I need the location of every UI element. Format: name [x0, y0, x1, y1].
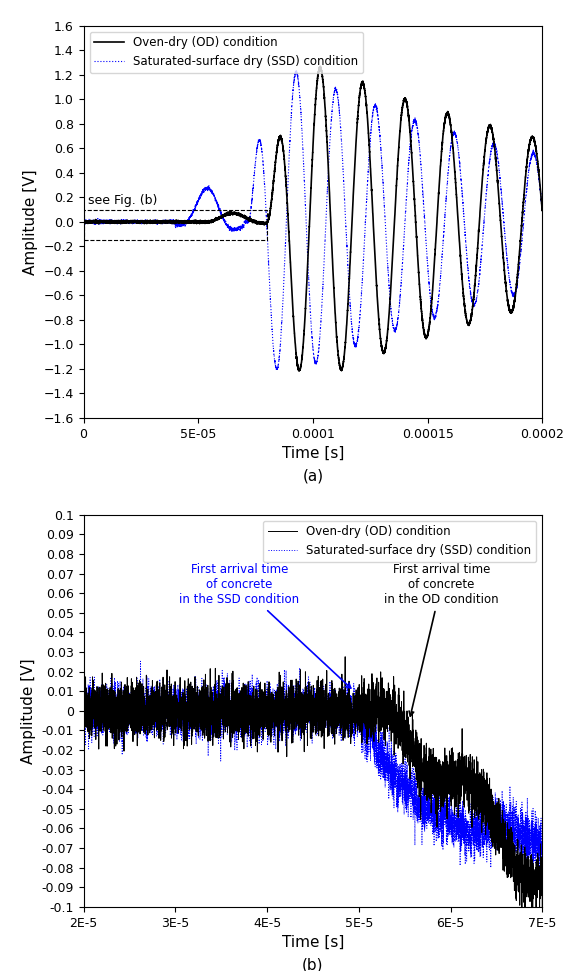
Saturated-surface dry (SSD) condition [103, 216, 110, 227]
Line: Saturated-surface dry (SSD) condition: Saturated-surface dry (SSD) condition [84, 661, 542, 878]
Saturated-surface dry (SSD) condition [445, 167, 452, 179]
Saturated-surface dry (SSD) condition [539, 846, 546, 857]
Oven-dry (OD) condition [80, 693, 87, 705]
Oven-dry (OD) condition [342, 651, 349, 662]
X-axis label: Time [s]: Time [s] [282, 447, 344, 461]
Line: Saturated-surface dry (SSD) condition: Saturated-surface dry (SSD) condition [84, 70, 542, 371]
Text: (a): (a) [302, 469, 324, 484]
Y-axis label: Amplitude [V]: Amplitude [V] [21, 658, 36, 763]
Oven-dry (OD) condition [316, 60, 324, 72]
Oven-dry (OD) condition [539, 902, 546, 914]
Oven-dry (OD) condition [103, 216, 110, 227]
Saturated-surface dry (SSD) condition [422, 803, 429, 815]
Saturated-surface dry (SSD) condition [378, 759, 386, 771]
Oven-dry (OD) condition [445, 109, 452, 120]
Oven-dry (OD) condition [163, 700, 170, 712]
Saturated-surface dry (SSD) condition [80, 671, 87, 683]
Line: Oven-dry (OD) condition: Oven-dry (OD) condition [84, 66, 542, 371]
Oven-dry (OD) condition [378, 712, 386, 723]
Text: see Fig. (b): see Fig. (b) [88, 194, 157, 207]
Saturated-surface dry (SSD) condition [246, 214, 253, 225]
Oven-dry (OD) condition [422, 769, 429, 781]
Saturated-surface dry (SSD) condition [256, 702, 263, 714]
Saturated-surface dry (SSD) condition [80, 217, 87, 228]
Text: (b): (b) [302, 957, 324, 971]
Oven-dry (OD) condition [255, 729, 262, 741]
Saturated-surface dry (SSD) condition [163, 688, 170, 700]
X-axis label: Time [s]: Time [s] [282, 935, 344, 951]
Oven-dry (OD) condition [355, 706, 362, 718]
Oven-dry (OD) condition [457, 770, 464, 782]
Oven-dry (OD) condition [295, 365, 302, 377]
Legend: Oven-dry (OD) condition, Saturated-surface dry (SSD) condition: Oven-dry (OD) condition, Saturated-surfa… [90, 32, 363, 73]
Saturated-surface dry (SSD) condition [371, 100, 378, 112]
Text: First arrival time
of concrete
in the OD condition: First arrival time of concrete in the OD… [384, 563, 498, 717]
Saturated-surface dry (SSD) condition [518, 872, 525, 884]
Saturated-surface dry (SSD) condition [293, 64, 300, 76]
Saturated-surface dry (SSD) condition [355, 707, 362, 719]
Oven-dry (OD) condition [420, 324, 427, 336]
Oven-dry (OD) condition [80, 216, 87, 227]
Oven-dry (OD) condition [371, 252, 378, 264]
Saturated-surface dry (SSD) condition [352, 340, 359, 352]
Saturated-surface dry (SSD) condition [273, 365, 280, 377]
Legend: Oven-dry (OD) condition, Saturated-surface dry (SSD) condition: Oven-dry (OD) condition, Saturated-surfa… [263, 520, 536, 562]
Oven-dry (OD) condition [532, 915, 539, 926]
Y-axis label: Amplitude [V]: Amplitude [V] [23, 169, 38, 275]
Saturated-surface dry (SSD) condition [457, 822, 464, 834]
Oven-dry (OD) condition [352, 152, 359, 164]
Line: Oven-dry (OD) condition: Oven-dry (OD) condition [84, 656, 542, 921]
Saturated-surface dry (SSD) condition [539, 204, 546, 216]
Text: First arrival time
of concrete
in the SSD condition: First arrival time of concrete in the SS… [180, 563, 351, 688]
Oven-dry (OD) condition [539, 205, 546, 217]
Saturated-surface dry (SSD) condition [420, 201, 427, 213]
Oven-dry (OD) condition [246, 215, 253, 226]
Saturated-surface dry (SSD) condition [137, 655, 144, 667]
